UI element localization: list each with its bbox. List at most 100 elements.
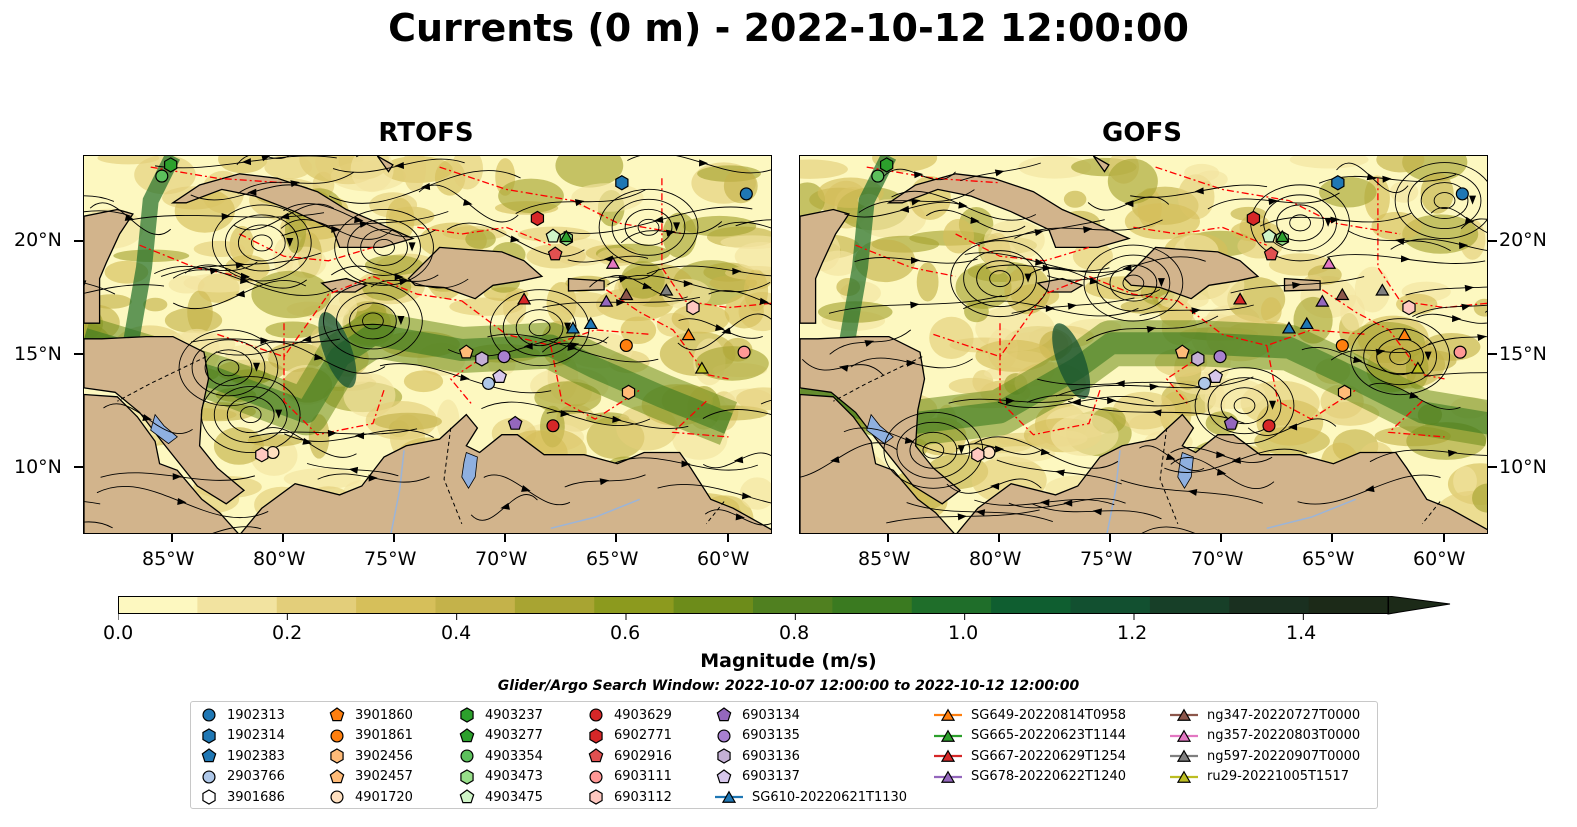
- legend-label: 3902456: [355, 748, 413, 764]
- legend-marker-icon: [588, 748, 604, 763]
- observation-6902771: [530, 210, 545, 227]
- colorbar-segment: [594, 596, 675, 614]
- colorbar-segment: [356, 596, 436, 614]
- legend-item: 1902383: [199, 746, 285, 766]
- legend-item: 4903237: [457, 705, 543, 725]
- legend-marker: [329, 707, 345, 722]
- legend-item: 6902771: [586, 726, 672, 746]
- legend-item: SG649-20220814T0958: [933, 705, 1126, 725]
- legend-marker-icon: [460, 768, 474, 785]
- legend-label: 6903112: [614, 789, 672, 805]
- observation-4901720: [266, 445, 280, 460]
- legend-marker-icon: [330, 748, 344, 764]
- observation-SG610-20220621T1130: [583, 316, 598, 330]
- observation-SG667-20220629T1254: [516, 292, 532, 305]
- legend-marker: [717, 728, 731, 743]
- lon-label-70w-rtofs: 70°W: [475, 548, 528, 570]
- legend-item: SG665-20220623T1144: [933, 726, 1126, 746]
- observation-6903137: [492, 368, 507, 383]
- observation-6903112b: [686, 299, 700, 316]
- legend-label: SG678-20220622T1240: [971, 769, 1127, 784]
- observation-4903237: [880, 157, 894, 173]
- legend-marker-icon: [717, 728, 731, 743]
- observation-4903237: [164, 157, 178, 173]
- legend-item: 6903137: [714, 767, 800, 787]
- map-panel-gofs[interactable]: [799, 155, 1488, 534]
- observation-6903134: [507, 415, 523, 430]
- axis-tick: [726, 534, 729, 542]
- observation-3901861: [1335, 338, 1349, 353]
- legend-item: 3902457: [327, 767, 413, 787]
- colorbar-segment: [435, 596, 516, 614]
- observation-1902314: [1331, 175, 1345, 191]
- colorbar-segment: [1229, 596, 1310, 614]
- colorbar-segment: [197, 596, 278, 614]
- legend-item: ru29-20221005T1517: [1169, 767, 1349, 787]
- legend-item: 3901686: [199, 787, 285, 807]
- legend-marker: [934, 729, 962, 742]
- legend-marker-icon: [717, 748, 731, 764]
- legend-marker-icon: [715, 790, 743, 803]
- observation-ng597-20220907T0000: [659, 283, 674, 296]
- legend-label: 4901720: [355, 789, 413, 805]
- observation-3901861: [619, 338, 633, 353]
- legend-item: 3901860: [327, 705, 413, 725]
- legend-label: 6903137: [742, 769, 800, 784]
- legend-marker: [717, 748, 731, 764]
- legend-marker: [934, 770, 962, 783]
- colorbar-segment: [118, 596, 198, 614]
- observation-6902771: [1246, 210, 1261, 227]
- legend-item: SG678-20220622T1240: [933, 767, 1126, 787]
- legend-label: 4903237: [485, 707, 543, 723]
- observation-ng597-20220907T0000: [1375, 283, 1390, 296]
- legend-item: 4903354: [457, 746, 543, 766]
- legend-label: 1902313: [227, 707, 285, 723]
- lon-label-85w-rtofs: 85°W: [142, 548, 195, 570]
- colorbar-tick-6: 1.2: [1117, 622, 1148, 644]
- lat-label-10n-right: 10°N: [1499, 456, 1547, 478]
- observation-SG649-20220814T0958: [681, 327, 696, 341]
- legend-label: SG610-20220621T1130: [752, 789, 908, 805]
- legend-marker-icon: [202, 727, 216, 744]
- colorbar-label: Magnitude (m/s): [700, 650, 877, 672]
- legend-marker: [459, 789, 475, 804]
- observation-SG678-20220622T1240: [1315, 294, 1330, 307]
- axis-tick: [1488, 353, 1497, 355]
- legend-label: 6903136: [742, 748, 800, 764]
- observation-SG665-20220623T1144: [559, 229, 574, 243]
- legend-item: 6903136: [714, 746, 800, 766]
- legend-label: 4903473: [485, 769, 543, 784]
- legend-item: ng597-20220907T0000: [1169, 746, 1360, 766]
- observation-6903135: [497, 350, 511, 364]
- legend-marker-icon: [589, 708, 603, 722]
- observation-6903134: [1223, 415, 1239, 430]
- axis-tick: [282, 534, 285, 542]
- legend-item: 6903111: [586, 767, 672, 787]
- observation-6902916: [1263, 246, 1279, 261]
- axis-tick: [1442, 534, 1445, 542]
- streamlines: [800, 162, 1487, 533]
- observation-4903354: [871, 169, 885, 183]
- legend-label: 4903475: [485, 789, 543, 805]
- legend-marker-icon: [201, 748, 217, 763]
- legend-item: 4901720: [327, 787, 413, 807]
- legend-marker: [716, 768, 732, 783]
- observation-3902456: [621, 384, 636, 401]
- observation-6903111: [1453, 345, 1467, 359]
- observation-SG649-20220814T0958: [1397, 327, 1412, 341]
- observation-6903112: [255, 447, 269, 463]
- colorbar: [118, 596, 1451, 620]
- legend-marker-icon: [1170, 729, 1198, 742]
- legend-marker-icon: [589, 769, 603, 784]
- legend-item: 3902456: [327, 746, 413, 766]
- map-panel-rtofs[interactable]: [83, 155, 772, 534]
- legend-item: 4903629: [586, 705, 672, 725]
- axis-tick: [998, 534, 1001, 542]
- observation-ng347-20220727T0000: [619, 287, 634, 301]
- legend-marker-icon: [460, 749, 474, 763]
- lon-label-65w-rtofs: 65°W: [586, 548, 639, 570]
- legend-marker: [1170, 729, 1198, 742]
- legend-label: SG667-20220629T1254: [971, 748, 1127, 764]
- legend-marker-icon: [716, 768, 732, 783]
- legend-label: 3901686: [227, 789, 285, 805]
